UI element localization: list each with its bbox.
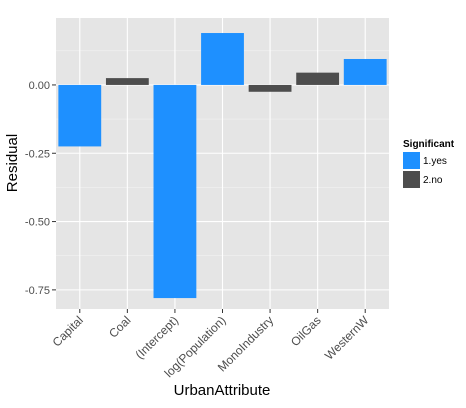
bar-coal (105, 78, 149, 85)
y-axis-ticks: 0.00 -0.25 -0.50 -0.75 (25, 80, 56, 297)
x-tick-label: Coal (106, 313, 133, 340)
bars (58, 33, 387, 299)
bar-log-population (201, 33, 244, 85)
bar-capital (58, 84, 102, 147)
y-tick-label: -0.25 (25, 148, 50, 160)
y-axis-title: Residual (4, 134, 21, 192)
legend-swatch (403, 171, 420, 188)
x-tick-label: (Intercept) (132, 313, 181, 362)
legend-swatch (403, 152, 420, 169)
legend-label: 2.no (423, 175, 443, 186)
bar-westernw (343, 58, 387, 85)
bar-monoindustry (248, 84, 292, 92)
x-tick-label: OilGas (288, 313, 324, 349)
x-axis-title: UrbanAttribute (174, 382, 271, 399)
x-axis-ticks: Capital Coal (Intercept)log(Population)Mon… (50, 309, 372, 380)
y-tick-label: -0.75 (25, 285, 50, 297)
x-tick-label: Capital (50, 313, 86, 349)
bar-oilgas (296, 72, 340, 85)
legend: Significant 1.yes 2.no (403, 139, 455, 188)
x-tick-label: WesternW (322, 313, 372, 363)
legend-label: 1.yes (423, 156, 447, 167)
legend-title: Significant (403, 139, 455, 150)
bar-intercept (153, 84, 197, 299)
y-tick-label: -0.50 (25, 217, 50, 229)
y-tick-label: 0.00 (29, 80, 50, 92)
